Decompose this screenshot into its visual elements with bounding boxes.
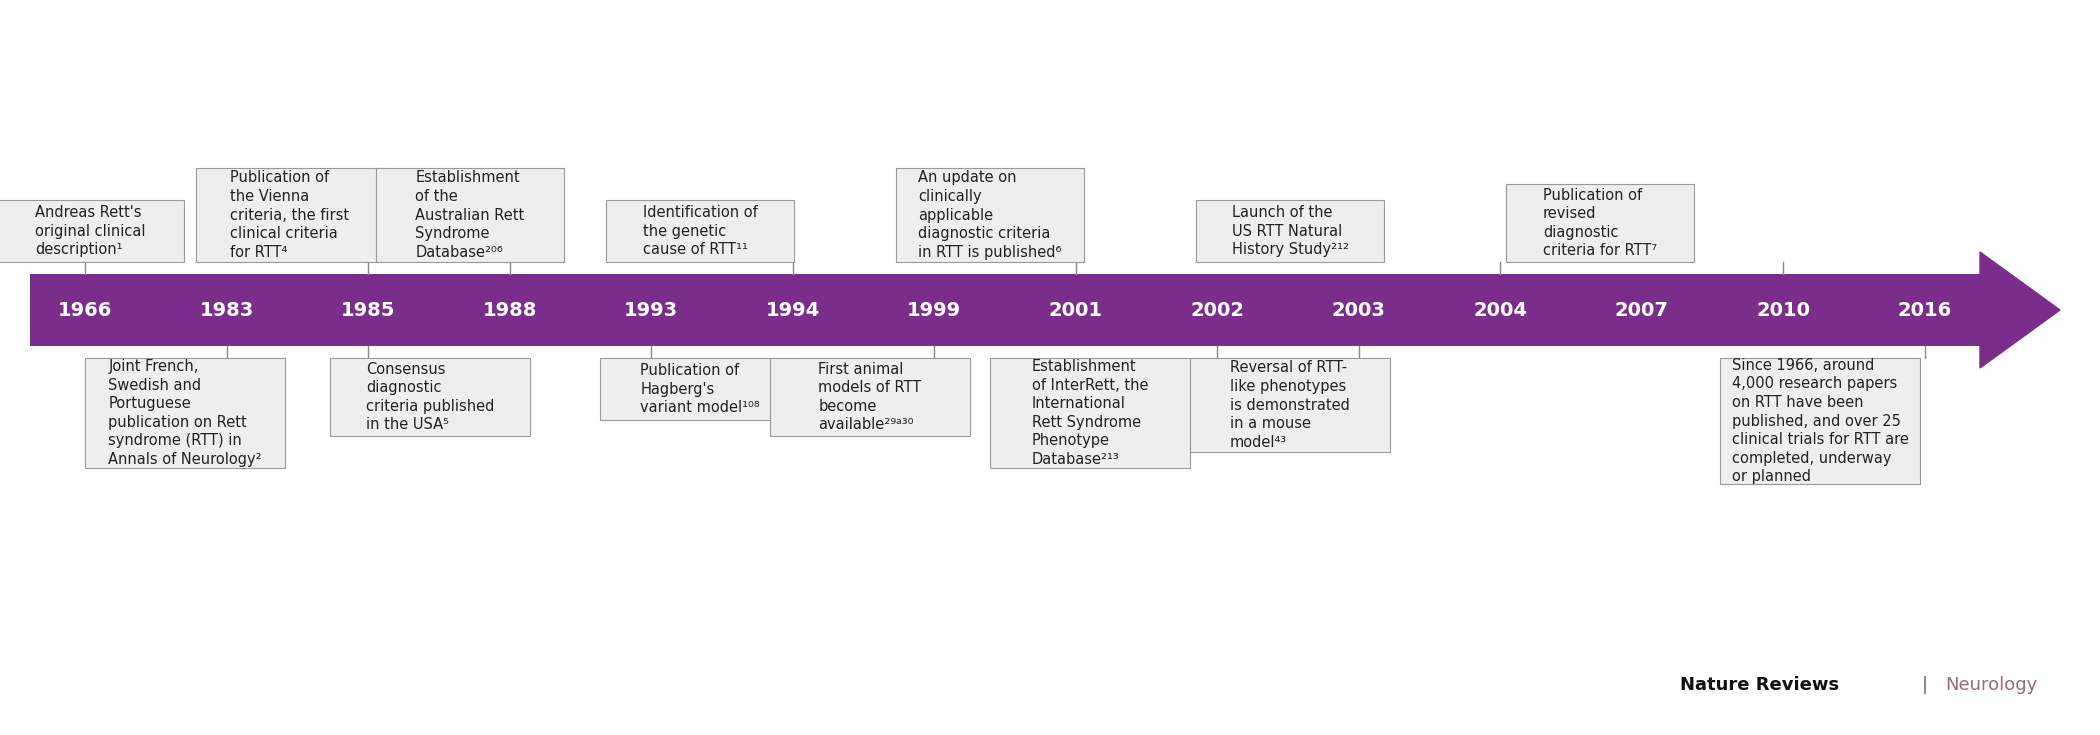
Text: 2002: 2002: [1191, 301, 1245, 320]
Text: 2004: 2004: [1474, 301, 1527, 320]
Text: 1985: 1985: [340, 301, 395, 320]
Text: 1966: 1966: [59, 301, 111, 320]
Text: First animal
models of RTT
become
available²⁹ᵃ³⁰: First animal models of RTT become availa…: [819, 362, 922, 432]
FancyBboxPatch shape: [897, 168, 1084, 262]
Text: 1994: 1994: [766, 301, 819, 320]
Text: 2001: 2001: [1048, 301, 1103, 320]
FancyBboxPatch shape: [1506, 184, 1695, 262]
Text: Neurology: Neurology: [1945, 676, 2037, 694]
Text: Consensus
diagnostic
criteria published
in the USA⁵: Consensus diagnostic criteria published …: [365, 362, 494, 432]
Text: 2010: 2010: [1756, 301, 1810, 320]
Text: Joint French,
Swedish and
Portuguese
publication on Rett
syndrome (RTT) in
Annal: Joint French, Swedish and Portuguese pub…: [109, 359, 262, 467]
FancyBboxPatch shape: [330, 358, 529, 436]
FancyBboxPatch shape: [1197, 200, 1384, 262]
Text: Nature Reviews: Nature Reviews: [1680, 676, 1840, 694]
Text: Andreas Rett's
original clinical
description¹: Andreas Rett's original clinical descrip…: [36, 205, 145, 257]
Text: Identification of
the genetic
cause of RTT¹¹: Identification of the genetic cause of R…: [643, 205, 758, 257]
Text: Publication of
the Vienna
criteria, the first
clinical criteria
for RTT⁴: Publication of the Vienna criteria, the …: [231, 171, 349, 259]
FancyBboxPatch shape: [29, 274, 1980, 346]
Text: Establishment
of InterRett, the
International
Rett Syndrome
Phenotype
Database²¹: Establishment of InterRett, the Internat…: [1031, 359, 1149, 467]
Text: Publication of
Hagberg's
variant model¹⁰⁸: Publication of Hagberg's variant model¹⁰…: [640, 363, 760, 415]
FancyBboxPatch shape: [601, 358, 800, 420]
Text: Launch of the
US RTT Natural
History Study²¹²: Launch of the US RTT Natural History Stu…: [1231, 205, 1348, 257]
Polygon shape: [1980, 252, 2060, 368]
Text: 2016: 2016: [1898, 301, 1953, 320]
Text: 2007: 2007: [1615, 301, 1670, 320]
Text: 1983: 1983: [200, 301, 254, 320]
Text: 1993: 1993: [624, 301, 678, 320]
Text: Since 1966, around
4,000 research papers
on RTT have been
published, and over 25: Since 1966, around 4,000 research papers…: [1732, 358, 1909, 484]
FancyBboxPatch shape: [607, 200, 794, 262]
Text: 2003: 2003: [1331, 301, 1386, 320]
Text: |: |: [1922, 676, 1928, 694]
FancyBboxPatch shape: [376, 168, 565, 262]
Text: An update on
clinically
applicable
diagnostic criteria
in RTT is published⁶: An update on clinically applicable diagn…: [918, 171, 1063, 259]
FancyBboxPatch shape: [771, 358, 970, 436]
FancyBboxPatch shape: [989, 358, 1191, 468]
FancyBboxPatch shape: [195, 168, 384, 262]
Text: Reversal of RTT-
like phenotypes
is demonstrated
in a mouse
model⁴³: Reversal of RTT- like phenotypes is demo…: [1231, 360, 1350, 450]
FancyBboxPatch shape: [1720, 358, 1919, 484]
FancyBboxPatch shape: [0, 200, 185, 262]
Text: Establishment
of the
Australian Rett
Syndrome
Database²⁰⁶: Establishment of the Australian Rett Syn…: [416, 171, 525, 259]
Text: 1988: 1988: [483, 301, 538, 320]
FancyBboxPatch shape: [84, 358, 286, 468]
FancyBboxPatch shape: [1191, 358, 1390, 452]
Text: 1999: 1999: [907, 301, 962, 320]
Text: Publication of
revised
diagnostic
criteria for RTT⁷: Publication of revised diagnostic criter…: [1544, 187, 1657, 259]
